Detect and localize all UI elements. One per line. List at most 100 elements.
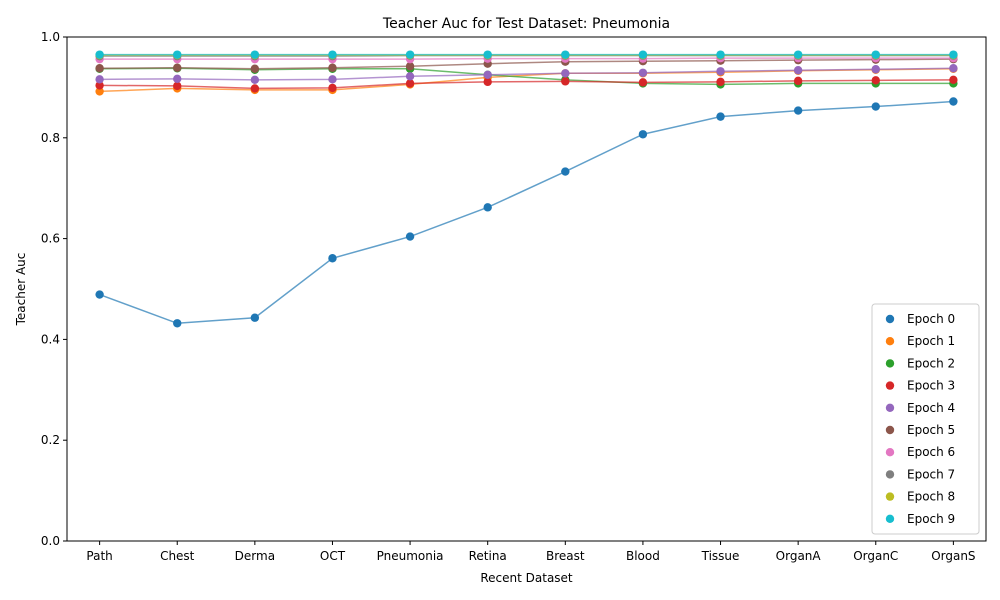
x-tick-label: Path [86,549,112,563]
series-epoch-3 [95,75,958,93]
x-tick-label: Chest [160,549,195,563]
data-point [638,78,648,87]
x-axis: Path Chest Derma OCT Pneumonia Retina Breast Bl… [86,541,976,563]
legend-label: Epoch 2 [907,356,955,370]
data-point [405,79,415,88]
data-point [871,50,880,59]
legend-marker [885,514,895,523]
data-point [95,290,104,299]
legend-label: Epoch 7 [907,467,955,481]
legend-marker [885,314,895,324]
data-point [95,50,104,59]
data-point [793,66,803,75]
data-point [95,75,104,84]
data-point [949,50,958,59]
data-point [949,64,958,73]
series-epoch-9 [95,50,958,59]
data-point [871,76,880,85]
data-point [793,106,803,115]
legend-item: Epoch 5 [885,423,955,437]
series-epoch-4 [95,64,958,85]
data-point [95,81,104,90]
data-point [871,65,880,74]
legend-marker [885,425,895,435]
data-point [405,50,415,59]
data-point [716,77,725,87]
y-tick-label: 0.0 [41,534,60,548]
legend-item: Epoch 3 [885,379,955,393]
data-point [328,50,337,59]
y-tick-label: 1.0 [41,30,60,44]
x-tick-label: Blood [626,549,660,563]
data-point [173,81,182,91]
data-point [793,76,803,86]
data-point [793,50,803,59]
legend-item: Epoch 0 [885,312,955,326]
data-point [250,313,260,322]
y-tick-label: 0.6 [41,232,60,246]
x-tick-label: Derma [235,549,275,563]
legend-label: Epoch 1 [907,334,955,348]
data-point [250,75,260,85]
x-tick-label: OrganC [853,549,898,563]
data-point [173,63,182,72]
data-point [483,50,492,59]
legend-label: Epoch 4 [907,401,955,415]
data-point [405,72,415,81]
data-point [95,87,104,96]
data-point [871,102,880,111]
legend-marker [885,359,895,368]
y-axis: 0.0 0.2 0.4 0.6 0.8 1.0 [41,30,67,548]
data-point [716,67,725,76]
x-tick-label: OCT [320,549,346,563]
data-point [250,50,260,59]
data-point [328,63,337,72]
x-tick-label: OrganS [931,549,975,563]
y-tick-label: 0.2 [41,433,60,447]
legend-item: Epoch 8 [885,490,955,504]
y-tick-label: 0.8 [41,131,60,145]
legend-item: Epoch 7 [885,467,955,481]
data-point [638,50,648,59]
data-point [250,84,260,93]
data-point [638,68,648,77]
data-point [561,167,570,176]
legend-item: Epoch 6 [885,445,955,459]
legend-label: Epoch 6 [907,445,955,459]
data-point [949,75,958,85]
x-tick-label: Pneumonia [377,549,444,563]
series-line [99,67,954,86]
legend-item: Epoch 9 [885,512,955,526]
data-point [561,77,570,86]
legend-marker [885,337,895,346]
legend-box [871,303,980,535]
legend-marker [885,448,895,457]
data-point [483,77,492,87]
data-point [328,75,337,84]
legend: Epoch 0 Epoch 1 Epoch 2 Epoch 3 Epoch 4 Epoch… [871,303,980,535]
series-line [99,57,954,60]
x-tick-label: Tissue [701,549,740,563]
data-point [638,130,648,139]
legend-marker [885,381,895,390]
legend-marker [885,492,895,501]
legend-label: Epoch 8 [907,490,955,504]
data-point [483,203,492,212]
legend-item: Epoch 4 [885,401,955,415]
data-point [328,83,337,93]
data-point [561,50,570,59]
chart-title: Teacher Auc for Test Dataset: Pneumonia [382,16,670,32]
legend-label: Epoch 0 [907,312,955,326]
data-point [483,70,492,80]
data-point [173,319,182,328]
data-point [716,50,725,59]
legend-item: Epoch 1 [885,334,955,348]
data-point [405,232,415,241]
plot-marks [95,50,958,328]
data-point [173,50,182,59]
x-tick-label: Breast [546,549,585,563]
data-point [561,69,570,78]
